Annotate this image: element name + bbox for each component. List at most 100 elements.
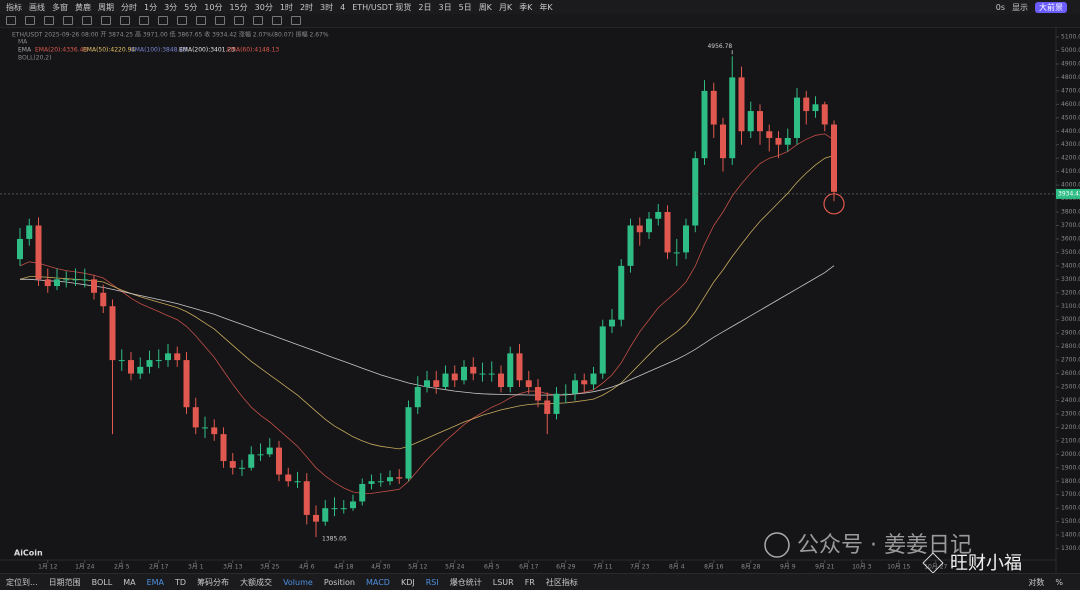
y-tick-label: 2400.00 [1061, 397, 1080, 404]
candle-body [646, 218, 652, 233]
tool-icon[interactable] [120, 16, 130, 25]
indicator-tab[interactable]: KDJ [400, 577, 415, 587]
tool-icon[interactable] [63, 16, 73, 25]
tool-icon[interactable] [234, 16, 244, 25]
y-tick-label: 4700.00 [1061, 87, 1080, 94]
y-tick-label: 1800.00 [1061, 478, 1080, 485]
candle-body [350, 501, 356, 509]
y-tick-label: 2300.00 [1061, 410, 1080, 417]
tool-icon[interactable] [158, 16, 168, 25]
candle-body [118, 360, 125, 362]
indicator-tab[interactable]: MACD [365, 577, 390, 587]
indicator-tab[interactable]: EMA [146, 577, 165, 587]
candle-body [17, 238, 23, 260]
toolbar-item[interactable]: 周K [478, 2, 492, 12]
indicator-tab[interactable]: FR [524, 577, 535, 587]
x-tick-label: 6月 17 [519, 564, 539, 571]
y-tick-label: 2900.00 [1061, 330, 1080, 337]
toolbar-item[interactable]: 对数 [1028, 577, 1045, 587]
toolbar-item[interactable]: ETH/USDT 现货 [352, 2, 412, 12]
candle-body [609, 319, 615, 327]
candle-body [285, 474, 292, 482]
toolbar-item[interactable]: 2时 [299, 2, 314, 12]
toolbar-item[interactable]: 3日 [438, 2, 452, 12]
toolbar-item[interactable]: 10分 [204, 2, 223, 12]
candle-body [202, 427, 208, 429]
x-tick-label: 1月 12 [38, 564, 58, 571]
candle-body [377, 481, 384, 483]
tool-icon[interactable] [44, 16, 54, 25]
candle-body [276, 447, 282, 475]
indicator-tab[interactable]: TD [175, 577, 187, 587]
toolbar-item[interactable]: 3分 [164, 2, 178, 12]
candle-body [627, 225, 634, 266]
tool-icon[interactable] [215, 16, 225, 25]
toolbar-item[interactable]: 季K [519, 2, 533, 12]
toolbar-item[interactable]: 5日 [458, 2, 472, 12]
toolbar-item[interactable]: 0s [995, 2, 1005, 12]
toolbar-item[interactable]: 画线 [29, 2, 45, 12]
toolbar-item[interactable]: 分时 [121, 2, 137, 12]
tool-icon[interactable] [6, 16, 16, 25]
toolbar-item[interactable]: 1时 [279, 2, 293, 12]
candle-body [516, 353, 523, 381]
tool-icon[interactable] [25, 16, 35, 25]
candle-body [35, 225, 42, 280]
toolbar-item[interactable]: 指标 [6, 2, 22, 12]
indicator-tab[interactable]: BOLL [91, 577, 113, 587]
tool-icon[interactable] [272, 16, 282, 25]
indicator-tab[interactable]: 社区指标 [545, 577, 578, 587]
tool-icon[interactable] [82, 16, 92, 25]
indicator-tab[interactable]: Position [323, 577, 355, 587]
toolbar-item[interactable]: 1分 [144, 2, 158, 12]
y-tick-label: 2600.00 [1061, 370, 1080, 377]
y-tick-label: 1500.00 [1061, 518, 1080, 525]
indicator-tab[interactable]: 爆仓统计 [449, 577, 482, 587]
candle-body [248, 454, 255, 468]
toolbar-item[interactable]: 黄鹿 [75, 2, 91, 12]
candle-body [812, 104, 819, 112]
y-tick-label: 1900.00 [1061, 464, 1080, 471]
toolbar-item[interactable]: 月K [498, 2, 513, 12]
y-tick-label: 2000.00 [1061, 451, 1080, 458]
toolbar-item[interactable]: 4 [340, 2, 346, 12]
badge[interactable]: 大前景 [1035, 1, 1067, 13]
tool-icon[interactable] [291, 16, 301, 25]
top-toolbar: 指标 画线 多窗 黄鹿 周期 分时 1分 3分 5分 10分 15分 30分 1时 2时 3时 4 ETH/US… [0, 0, 1080, 14]
toolbar-item[interactable]: 显示 [1012, 2, 1028, 12]
candle-body [239, 467, 245, 469]
toolbar-item[interactable]: 2日 [418, 2, 432, 12]
candle-body [747, 111, 754, 132]
toolbar-item[interactable]: 多窗 [52, 2, 68, 12]
y-tick-label: 1600.00 [1061, 505, 1080, 512]
candle-body [442, 373, 449, 388]
tool-icon[interactable] [177, 16, 187, 25]
toolbar-item[interactable]: 15分 [229, 2, 248, 12]
tool-icon[interactable] [101, 16, 111, 25]
indicator-tab[interactable]: Volume [283, 577, 313, 587]
indicator-tab[interactable]: LSUR [492, 577, 514, 587]
ema-legend: EMA(20):4336.43 [35, 47, 87, 54]
toolbar-item[interactable]: 5分 [184, 2, 198, 12]
candle-body [831, 124, 837, 192]
indicator-tab[interactable]: RSI [425, 577, 439, 587]
toolbar-item[interactable]: % [1055, 577, 1063, 587]
tool-icon[interactable] [139, 16, 149, 25]
indicator-tab[interactable]: 日期范围 [48, 577, 81, 587]
candle-body [590, 373, 597, 385]
tool-icon[interactable] [253, 16, 263, 25]
ma-label: MA [18, 39, 28, 46]
toolbar-item[interactable]: 周期 [98, 2, 114, 12]
indicator-tab[interactable]: 大额成交 [240, 577, 273, 587]
tool-icon[interactable] [196, 16, 206, 25]
bottom-toolbar: 定位到... 日期范围 BOLL MA EMA TD 筹码分布 大额成交 Volume Posit… [0, 573, 1080, 590]
candle-body [479, 373, 486, 375]
indicator-tab[interactable]: 筹码分布 [197, 577, 230, 587]
toolbar-item[interactable]: 30分 [254, 2, 273, 12]
toolbar-item[interactable]: 3时 [320, 2, 334, 12]
y-tick-label: 3100.00 [1061, 303, 1080, 310]
indicator-tab[interactable]: 定位到... [6, 577, 38, 587]
toolbar-item[interactable]: 年K [539, 2, 553, 12]
indicator-tab[interactable]: MA [123, 577, 136, 587]
